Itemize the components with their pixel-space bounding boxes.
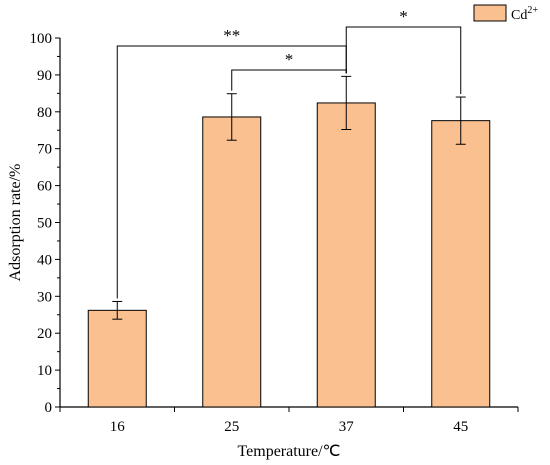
y-tick-label: 70 <box>37 142 52 158</box>
bar <box>87 309 147 408</box>
error-bars <box>112 75 466 320</box>
legend-swatch <box>473 4 507 22</box>
bar <box>316 102 376 408</box>
x-axis-label: Temperature/℃ <box>237 443 340 460</box>
significance-label: ** <box>223 26 240 45</box>
y-tick-label: 40 <box>37 252 52 268</box>
x-tick-label: 37 <box>339 419 355 435</box>
y-tick-label: 80 <box>37 105 52 121</box>
bar <box>202 116 262 408</box>
bars <box>87 102 491 408</box>
significance-bracket <box>231 69 347 91</box>
legend-label-superscript: 2+ <box>527 5 538 16</box>
y-tick-label: 0 <box>45 400 53 416</box>
significance-label: * <box>399 7 408 26</box>
significance-bracket <box>345 26 462 95</box>
significance-brackets: **** <box>116 7 462 299</box>
x-tick-label: 45 <box>453 419 468 435</box>
y-tick-label: 10 <box>37 363 52 379</box>
legend-label-base: Cd <box>511 8 527 23</box>
y-axis-label: Adsorption rate/% <box>7 164 24 282</box>
y-tick-label: 90 <box>37 68 52 84</box>
y-tick-label: 60 <box>37 179 52 195</box>
axes: 0 10 20 30 40 50 60 70 80 90 100 16 25 37 45 <box>30 31 519 435</box>
bar <box>431 120 491 408</box>
x-tick-label: 16 <box>110 419 126 435</box>
y-tick-label: 20 <box>37 326 52 342</box>
y-tick-label: 100 <box>30 31 53 47</box>
y-tick-label: 50 <box>37 216 52 232</box>
legend: Cd2+ <box>473 4 538 23</box>
significance-label: * <box>285 50 294 69</box>
x-tick-label: 25 <box>224 419 239 435</box>
legend-label: Cd2+ <box>511 5 538 23</box>
y-tick-label: 30 <box>37 289 52 305</box>
